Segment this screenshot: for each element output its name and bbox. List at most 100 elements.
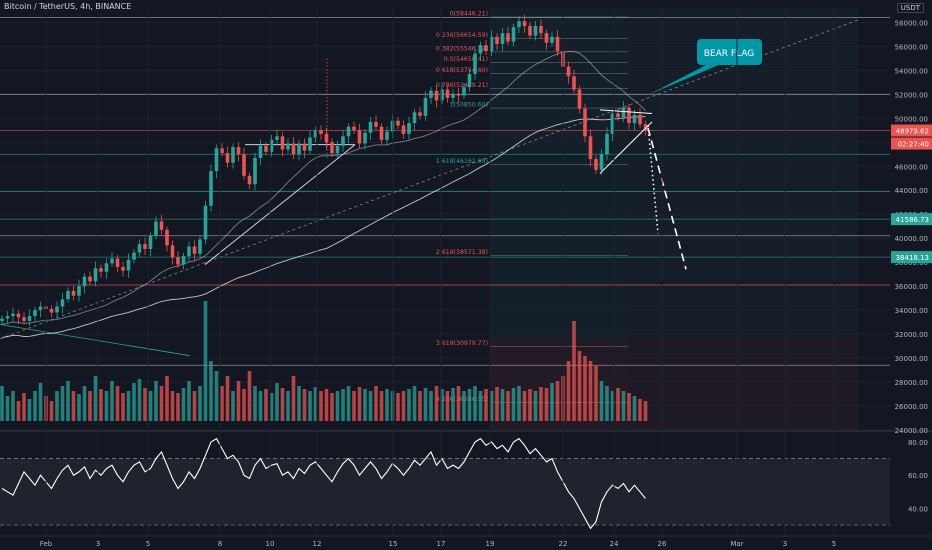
projection-dotted-line <box>647 125 659 234</box>
x-tick-label: 3 <box>96 540 100 548</box>
volume-bar <box>11 391 15 421</box>
volume-bar <box>500 389 505 421</box>
candle-body <box>220 148 224 154</box>
bear-flag-upper-line <box>599 109 653 114</box>
candle-body <box>38 306 43 311</box>
currency-badge[interactable]: USDT <box>896 3 924 13</box>
candle-body <box>88 276 92 282</box>
candle-body <box>511 27 516 42</box>
candle-body <box>192 246 197 254</box>
candle-body <box>627 107 631 124</box>
candle-body <box>489 36 494 52</box>
x-tick-label: 3 <box>783 540 787 548</box>
volume-bar <box>385 389 389 421</box>
current-price-label: 48979.62 <box>896 128 929 136</box>
candle-body <box>121 266 125 271</box>
volume-bar <box>143 388 147 421</box>
volume-bar <box>324 389 329 421</box>
y-tick-label: 32000.00 <box>895 331 928 339</box>
candle-body <box>170 245 175 258</box>
volume-bar <box>357 387 362 421</box>
candle-body <box>280 136 285 150</box>
chart-title: Bitcoin / TetherUS, 4h, BINANCE <box>4 2 132 11</box>
volume-bar <box>159 386 164 421</box>
fib-label: 4.236(26288.55) <box>436 396 488 403</box>
candle-body <box>275 136 279 140</box>
volume-bar <box>16 401 21 421</box>
candle-body <box>517 21 521 28</box>
volume-bar <box>440 389 444 421</box>
candle-body <box>632 114 637 124</box>
candle-body <box>616 113 620 118</box>
x-tick-label: 15 <box>389 540 398 548</box>
candle-body <box>423 97 428 116</box>
fib-label: 2.618(38571.38) <box>436 249 488 256</box>
volume-bar <box>192 391 197 421</box>
candle-body <box>374 121 378 127</box>
volume-bar <box>379 391 384 421</box>
countdown-label-bg <box>891 137 932 150</box>
candle-body <box>412 112 417 124</box>
level-b-label: 38418.13 <box>896 254 929 262</box>
volume-bar <box>236 381 241 421</box>
volume-bar <box>352 391 356 421</box>
candle-body <box>451 94 455 98</box>
candle-body <box>484 45 488 52</box>
candle-body <box>286 143 290 150</box>
volume-bar <box>627 393 631 421</box>
volume-bar <box>286 391 290 421</box>
volume-bar <box>137 379 142 421</box>
volume-bar <box>209 361 213 421</box>
x-tick-label: 24 <box>610 540 619 548</box>
volume-bar <box>275 383 279 421</box>
volume-bar <box>605 386 609 421</box>
candle-body <box>506 33 510 42</box>
x-tick-label: 8 <box>218 540 222 548</box>
candle-body <box>181 256 186 265</box>
volume-bar <box>555 381 560 421</box>
rsi-band <box>0 458 890 526</box>
volume-bar <box>484 389 488 421</box>
candle-body <box>346 126 351 137</box>
candle-body <box>610 113 615 134</box>
candle-body <box>5 316 10 319</box>
volume-bar <box>407 389 411 421</box>
volume-bar <box>308 391 312 421</box>
volume-bar <box>242 389 246 421</box>
y-tick-label: 56000.00 <box>895 43 928 51</box>
volume-bar <box>550 383 554 421</box>
candle-body <box>368 121 373 133</box>
volume-bar <box>49 401 54 421</box>
volume-bar <box>478 391 483 421</box>
candle-body <box>27 316 32 321</box>
volume-bar <box>280 388 285 421</box>
candle-body <box>605 133 609 155</box>
candle-body <box>22 317 26 321</box>
y-tick-label: 46000.00 <box>895 163 928 171</box>
volume-bar <box>5 396 10 421</box>
candle-body <box>572 76 576 90</box>
y-tick-label: 58000.00 <box>895 19 928 27</box>
projection-dashed-line <box>647 127 687 270</box>
candle-body <box>583 108 587 137</box>
volume-bar <box>533 391 538 421</box>
candle-body <box>588 136 593 160</box>
candle-body <box>429 90 433 98</box>
volume-bar <box>621 391 626 421</box>
volume-bar <box>297 386 301 421</box>
candle-body <box>104 263 109 272</box>
volume-bar <box>462 391 466 421</box>
candle-body <box>418 112 422 116</box>
y-tick-label: 24000.00 <box>895 427 928 435</box>
level-a-label: 41586.73 <box>896 216 929 224</box>
x-tick-label: 26 <box>658 540 667 548</box>
volume-bar <box>110 381 114 421</box>
fib-label: 0.5(54650.41) <box>444 56 488 63</box>
candle-body <box>357 130 362 144</box>
candle-body <box>550 36 554 43</box>
volume-bar <box>610 391 615 421</box>
candle-body <box>49 308 54 313</box>
volume-bar <box>165 376 169 421</box>
